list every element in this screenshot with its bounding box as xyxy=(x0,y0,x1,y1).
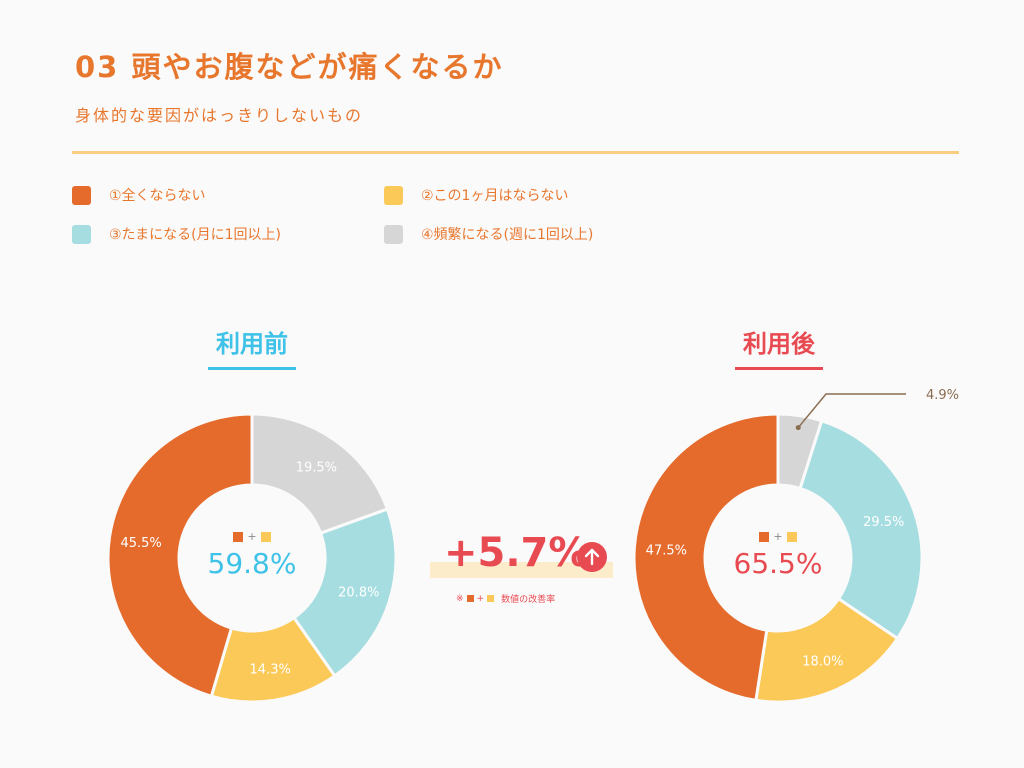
legend-label: ②この1ヶ月はならない xyxy=(421,188,569,204)
note-key-orange xyxy=(466,595,474,602)
key-plus: + xyxy=(773,530,783,543)
chart-before-title-underline xyxy=(208,367,296,370)
key-yellow xyxy=(260,531,271,542)
donut-chart-after: 4.9% 29.5% 18.0% 47.5% xyxy=(632,388,959,704)
improvement-note: ※ + 数値の改善率 xyxy=(456,592,556,606)
slice-not-this-month xyxy=(754,596,900,704)
key-plus: + xyxy=(247,530,257,543)
chart-after-title-text: 利用後 xyxy=(743,330,815,358)
center-value-after: 65.5% xyxy=(733,547,823,580)
slice-frequently xyxy=(250,412,390,536)
legend-swatch-gray xyxy=(384,224,403,244)
note-key-yellow xyxy=(487,595,495,602)
donut-before-center: + 59.8% xyxy=(182,530,322,580)
legend-swatch-yellow xyxy=(384,185,403,205)
key-orange xyxy=(759,531,770,542)
legend-swatch-teal xyxy=(72,224,91,244)
slice-none xyxy=(632,412,780,703)
up-arrow-icon xyxy=(577,542,607,572)
note-plus: + xyxy=(476,593,485,604)
chart-after-title-underline xyxy=(735,367,823,370)
leader-line xyxy=(797,393,906,429)
chart-before-title: 利用前 xyxy=(172,324,332,370)
legend-label: ④頻繁になる(週に1回以上) xyxy=(421,227,594,243)
improvement-value: +5.7% xyxy=(444,530,589,576)
donut-chart-before: 19.5% 20.8% 14.3% 45.5% xyxy=(106,412,398,704)
center-key: + xyxy=(182,530,322,543)
title-divider xyxy=(72,151,959,154)
slice-label: 19.5% xyxy=(296,460,337,475)
slice-label: 47.5% xyxy=(646,543,687,558)
key-orange xyxy=(233,531,244,542)
note-prefix: ※ xyxy=(456,593,464,604)
legend-swatch-orange xyxy=(72,185,91,205)
slice-label: 29.5% xyxy=(863,515,904,530)
slice-none xyxy=(106,412,254,699)
donut-after-center: + 65.5% xyxy=(708,530,848,580)
center-value-before: 59.8% xyxy=(207,547,297,580)
legend-item-frequently: ④頻繁になる(週に1回以上) xyxy=(384,224,593,244)
slice-sometimes xyxy=(798,418,924,641)
slice-label: 20.8% xyxy=(338,586,379,601)
slice-sometimes xyxy=(291,507,398,678)
slice-label: 18.0% xyxy=(802,655,843,670)
page-title: 03 頭やお腹などが痛くなるか xyxy=(75,50,504,84)
chart-before-title-text: 利用前 xyxy=(216,330,288,358)
highlight-band xyxy=(430,562,613,578)
legend-item-none: ①全くならない xyxy=(72,185,206,205)
legend-item-not-this-month: ②この1ヶ月はならない xyxy=(384,185,568,205)
key-yellow xyxy=(786,531,797,542)
note-text: 数値の改善率 xyxy=(501,595,556,605)
legend-item-sometimes: ③たまになる(月に1回以上) xyxy=(72,224,281,244)
slice-label: 14.3% xyxy=(250,663,291,678)
improvement-callout: +5.7% ※ + 数値の改善率 xyxy=(428,522,618,622)
legend-label: ③たまになる(月に1回以上) xyxy=(109,227,281,243)
center-key: + xyxy=(708,530,848,543)
page-subtitle: 身体的な要因がはっきりしないもの xyxy=(75,106,364,125)
slice-label: 45.5% xyxy=(120,536,161,551)
chart-after-title: 利用後 xyxy=(699,324,859,370)
legend-label: ①全くならない xyxy=(109,188,206,204)
slice-label: 4.9% xyxy=(926,388,959,403)
